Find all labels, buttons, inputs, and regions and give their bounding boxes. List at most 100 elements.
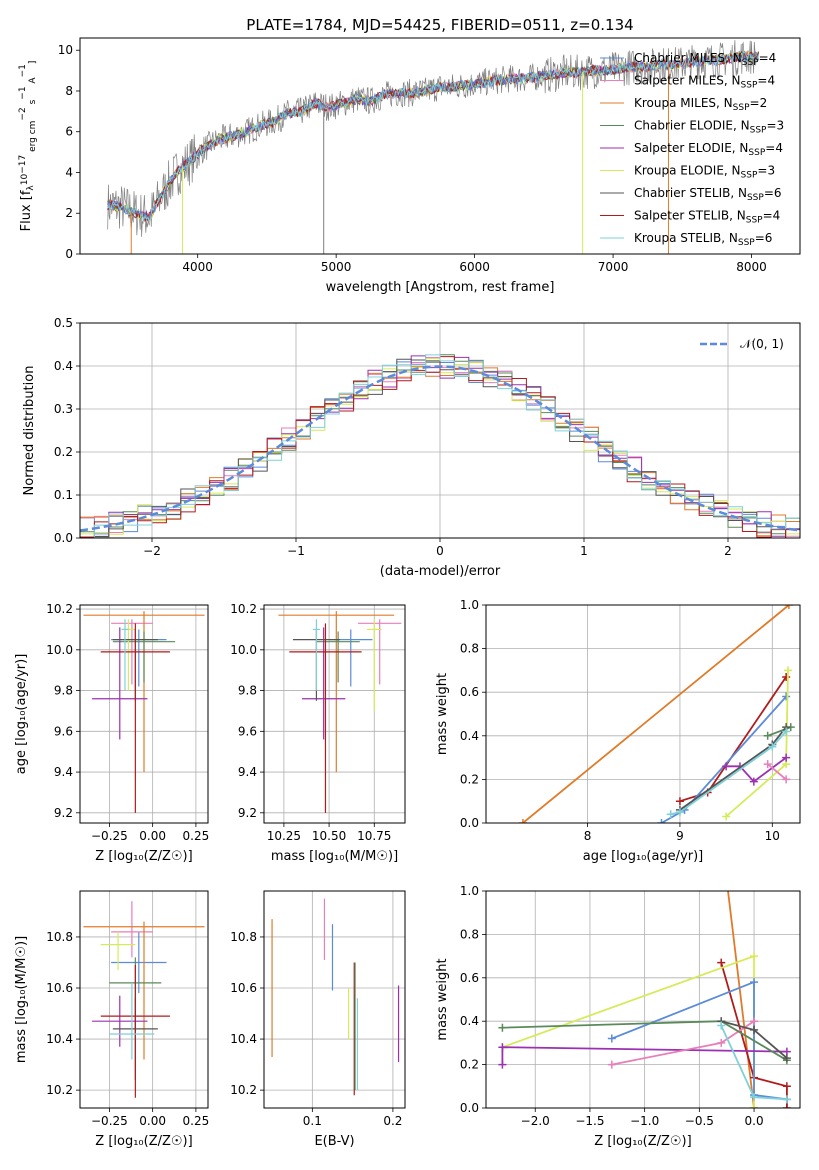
y-tick-label: 10 — [58, 43, 73, 57]
x-tick-label: 0.00 — [139, 829, 166, 843]
legend-entry: Chabrier ELODIE, NSSP=3 — [634, 119, 784, 136]
x-tick-label: −0.25 — [91, 1114, 128, 1128]
y-tick-label: 8 — [65, 84, 73, 98]
legend-text: Kroupa ELODIE, N — [634, 164, 741, 178]
legend-text: Salpeter MILES, N — [634, 74, 741, 88]
y-tick-label: 9.8 — [54, 684, 73, 698]
y-tick-label: 0.0 — [460, 816, 479, 830]
y-tick-label: 1.0 — [460, 598, 479, 612]
mass_weight_vs_Z-panel: −2.0 −1.5 −1.0 −0.5 0.0 0.0 0.2 0.4 0.6 0.8 1.0 Z [… — [435, 884, 801, 1149]
y-tick-label: 6 — [65, 125, 73, 139]
series-marker — [666, 810, 675, 819]
age_vs_Z-panel: −0.25 0.00 0.25 9.2 9.4 9.6 9.8 10.0 10.2 Z [log₁… — [14, 602, 209, 864]
legend-entry: Salpeter MILES, NSSP=4 — [634, 74, 775, 91]
y-tick-label: 10.2 — [230, 1083, 257, 1097]
y-tick-label: 9.2 — [238, 806, 257, 820]
series-marker — [498, 1060, 507, 1069]
x-axis-label: wavelength [Angstrom, rest frame] — [326, 280, 555, 295]
y-axis-label: age [log₁₀(age/yr)] — [14, 654, 29, 775]
legend-text: Chabrier STELIB, N — [634, 186, 747, 200]
legend-tail: =4 — [759, 51, 777, 65]
x-tick-label: 9 — [676, 829, 684, 843]
y-axis-label-part: s — [28, 99, 38, 107]
y-tick-label: 0.2 — [460, 1058, 479, 1072]
y-tick-label: 0.2 — [460, 772, 479, 786]
y-axis-label-part: −17 — [18, 155, 28, 174]
axes-frame — [485, 604, 801, 824]
y-tick-label: 9.6 — [54, 724, 73, 738]
x-tick-label: −2.0 — [521, 1114, 550, 1128]
series-marker — [782, 1095, 791, 1104]
series-marker — [657, 819, 666, 823]
series-marker — [782, 753, 791, 762]
x-tick-label: 0 — [436, 544, 444, 558]
legend-entry: 𝒩(0, 1) — [740, 337, 784, 351]
x-tick-label: −0.5 — [685, 1114, 714, 1128]
x-tick-label: 0.0 — [745, 1114, 764, 1128]
gaussian-curve — [80, 365, 798, 532]
y-tick-label: 9.8 — [238, 684, 257, 698]
legend-entry: Kroupa MILES, NSSP=2 — [634, 96, 767, 113]
series-marker — [675, 808, 684, 817]
y-axis-label-part: A — [28, 77, 38, 87]
axes-frame — [263, 604, 406, 824]
series-marker — [783, 666, 792, 675]
y-tick-label: 0.6 — [460, 971, 479, 985]
x-axis-label: Z [log₁₀(Z/Z☉)] — [95, 849, 192, 864]
legend-tail: =6 — [764, 186, 782, 200]
y-tick-label: 9.4 — [54, 765, 73, 779]
figure-title: PLATE=1784, MJD=54425, FIBERID=0511, z=0… — [246, 16, 633, 34]
legend-entry: Salpeter ELODIE, NSSP=4 — [634, 141, 783, 158]
series-salpeter-miles — [767, 763, 787, 781]
x-axis-label: Z [log₁₀(Z/Z☉)] — [95, 1134, 192, 1149]
x-tick-label: 0.25 — [183, 1114, 210, 1128]
x-axis-label: E(B-V) — [314, 1134, 354, 1149]
y-axis-label-part: 10 — [20, 174, 30, 186]
x-tick-label: 8 — [584, 829, 592, 843]
y-tick-label: 9.6 — [238, 724, 257, 738]
legend-entry: Salpeter STELIB, NSSP=4 — [634, 209, 780, 226]
y-axis-label-part: −2 — [18, 107, 28, 120]
y-tick-label: 0.4 — [54, 359, 73, 373]
x-axis-label: mass [log₁₀(M/M☉)] — [271, 849, 398, 864]
y-tick-label: 9.4 — [238, 765, 257, 779]
legend-tail: =4 — [765, 141, 783, 155]
series-marker — [782, 692, 791, 701]
observed-spectrum-line — [107, 40, 759, 237]
x-tick-label: −0.25 — [91, 829, 128, 843]
series-marker — [763, 760, 772, 769]
y-tick-label: 0.3 — [54, 402, 73, 416]
y-axis-label-part: −1 — [18, 64, 28, 77]
legend-subscript: SSP — [746, 216, 763, 226]
series-chabrier-elodie — [767, 726, 792, 737]
series-marker — [750, 978, 759, 987]
y-tick-label: 9.2 — [54, 806, 73, 820]
series-marker — [518, 819, 527, 823]
y-tick-label: 10.2 — [230, 602, 257, 616]
x-tick-label: 6000 — [459, 260, 490, 274]
y-axis-label-part: −1 — [18, 86, 28, 99]
x-axis-label: (data-model)/error — [380, 564, 501, 579]
legend-subscript: SSP — [750, 126, 767, 136]
x-tick-label: 0.00 — [139, 1114, 166, 1128]
legend-entry: Kroupa STELIB, NSSP=6 — [634, 231, 772, 248]
series-salpeter-elodie — [726, 756, 787, 783]
y-tick-label: 0 — [65, 247, 73, 261]
series-marker — [607, 1060, 616, 1069]
y-tick-label: 10.8 — [230, 930, 257, 944]
x-axis-label: Z [log₁₀(Z/Z☉)] — [594, 1134, 691, 1149]
y-tick-label: 0.0 — [54, 531, 73, 545]
x-tick-label: 10.25 — [267, 829, 301, 843]
legend-subscript: SSP — [738, 238, 755, 248]
legend-tail: =3 — [766, 119, 784, 133]
series-marker — [498, 1023, 507, 1032]
y-tick-label: 0.6 — [460, 685, 479, 699]
y-tick-label: 2 — [65, 206, 73, 220]
series-marker — [722, 812, 731, 821]
legend-text: Chabrier MILES, N — [634, 51, 742, 65]
series-chabrier-miles — [611, 980, 788, 1101]
x-tick-label: 4000 — [182, 260, 213, 274]
series-kroupa-stelib — [670, 730, 787, 816]
y-tick-label: 10.2 — [46, 602, 73, 616]
x-tick-label: 0.1 — [303, 1114, 322, 1128]
